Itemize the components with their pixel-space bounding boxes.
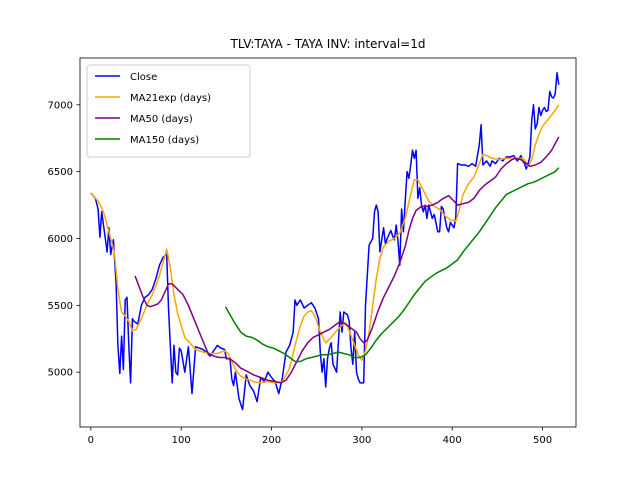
y-tick-label-6500: 6500: [48, 167, 73, 178]
legend-label-2: MA50 (days): [130, 114, 193, 125]
legend-box: [86, 64, 251, 158]
x-tick-label-200: 200: [262, 435, 281, 446]
y-tick-label-5000: 5000: [48, 368, 73, 379]
x-tick-label-500: 500: [533, 435, 552, 446]
plot-area: 0 100 200 300 400 500 5000 5500 6000 6500 7000 Clos…: [48, 57, 577, 446]
legend-label-1: MA21exp (days): [130, 93, 211, 104]
y-tick-label-5500: 5500: [48, 301, 73, 312]
series-line-1: [90, 104, 560, 384]
x-tick-label-100: 100: [172, 435, 191, 446]
x-tick-label-0: 0: [88, 435, 94, 446]
legend: Close MA21exp (days) MA50 (days) MA150 (day…: [86, 64, 251, 158]
axes-frame: [79, 57, 577, 428]
x-tick-label-400: 400: [443, 435, 462, 446]
series-lines: [90, 71, 560, 411]
x-tick-label-300: 300: [352, 435, 371, 446]
chart-title: TLV:TAYA - TAYA INV: interval=1d: [230, 37, 426, 51]
legend-label-3: MA150 (days): [130, 135, 199, 146]
legend-label-0: Close: [130, 72, 157, 83]
series-line-3: [224, 167, 560, 363]
y-tick-label-7000: 7000: [48, 100, 73, 111]
series-line-2: [134, 136, 560, 384]
y-tick-label-6000: 6000: [48, 234, 73, 245]
